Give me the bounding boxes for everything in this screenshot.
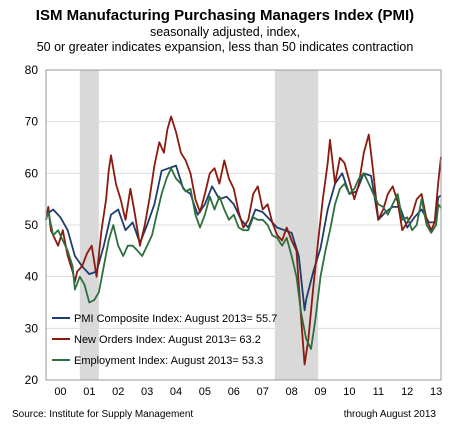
x-tick-label: 06 (228, 386, 240, 398)
source-note: Source: Institute for Supply Management (12, 409, 194, 420)
x-tick-label: 01 (83, 386, 95, 398)
x-tick-label: 05 (199, 386, 211, 398)
x-tick-label: 04 (170, 386, 182, 398)
x-tick-label: 10 (343, 386, 355, 398)
legend: PMI Composite Index: August 2013= 55.7 Ne… (52, 313, 277, 367)
chart-title: ISM Manufacturing Purchasing Managers In… (35, 7, 415, 24)
plot-frame (45, 69, 442, 381)
x-tick-label: 12 (401, 386, 413, 398)
through-note: through August 2013 (343, 409, 436, 420)
series-line-2 (45, 167, 442, 350)
y-axis-ticks: 20 30 40 50 60 70 80 (25, 63, 39, 387)
x-tick-label: 08 (285, 386, 297, 398)
legend-label-2: Employment Index: August 2013= 53.3 (74, 355, 263, 367)
x-tick-label: 07 (257, 386, 269, 398)
x-axis-ticks: 00 01 02 03 04 05 06 07 08 09 10 11 12 13 (54, 386, 442, 398)
x-tick-label: 09 (314, 386, 326, 398)
series-lines (45, 115, 442, 366)
y-tick-label: 60 (25, 166, 39, 180)
series-line-0 (45, 164, 442, 312)
y-tick-label: 50 (25, 218, 39, 232)
x-tick-label: 11 (373, 386, 384, 398)
y-tick-label: 80 (25, 63, 39, 77)
y-tick-label: 30 (25, 321, 39, 335)
x-tick-label: 00 (54, 386, 66, 398)
y-tick-label: 20 (25, 373, 39, 387)
y-tick-label: 70 (25, 115, 39, 129)
legend-label-1: New Orders Index: August 2013= 63.2 (74, 334, 261, 346)
series-line-1 (45, 115, 442, 366)
title-block: ISM Manufacturing Purchasing Managers In… (0, 0, 450, 55)
y-tick-label: 40 (25, 270, 39, 284)
legend-label-0: PMI Composite Index: August 2013= 55.7 (74, 313, 277, 325)
chart-subtitle-line-1: seasonally adjusted, index, (149, 25, 301, 39)
x-tick-label: 02 (112, 386, 124, 398)
chart-subtitle-line-2: 50 or greater indicates expansion, less … (36, 40, 414, 54)
x-tick-label: 03 (141, 386, 153, 398)
x-tick-label: 13 (430, 386, 442, 398)
